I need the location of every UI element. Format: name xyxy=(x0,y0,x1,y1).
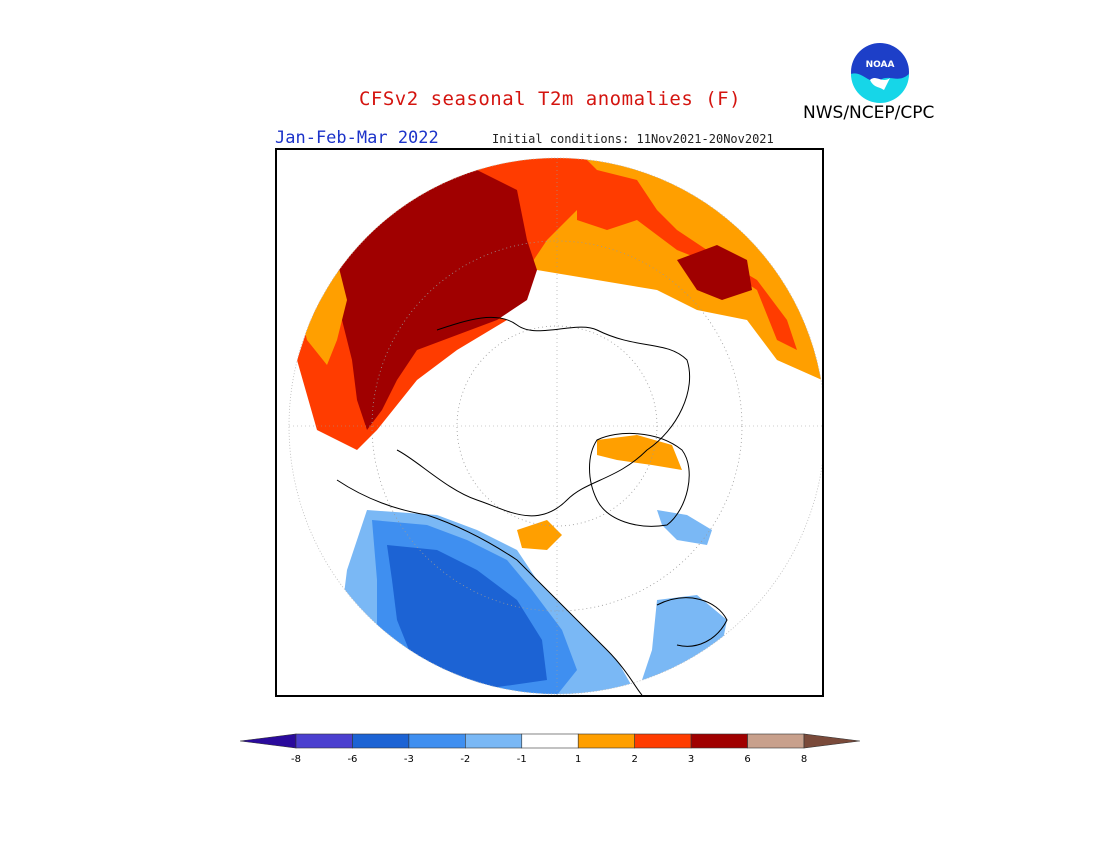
forecast-period: Jan-Feb-Mar 2022 xyxy=(275,128,439,148)
colorbar-swatch xyxy=(408,733,466,749)
anomaly-red-north xyxy=(289,158,797,450)
coastline xyxy=(336,479,643,695)
colorbar-swatch xyxy=(465,733,523,749)
colorbar-tick-label: -3 xyxy=(404,754,414,765)
colorbar-swatch xyxy=(352,733,410,749)
colorbar-tick-label: -6 xyxy=(347,754,357,765)
colorbar-arrow-high xyxy=(803,733,860,749)
map-title: CFSv2 seasonal T2m anomalies (F) xyxy=(358,88,742,110)
color-scale-legend: -8 -6 -3 -2 -1 1 2 3 6 8 xyxy=(240,733,860,765)
anomaly-darkred-east xyxy=(677,245,752,300)
colorbar-tick-label: -1 xyxy=(517,754,527,765)
noaa-logo: NOAA xyxy=(849,41,911,103)
initial-conditions: Initial conditions: 11Nov2021-20Nov2021 xyxy=(492,132,774,146)
coastline xyxy=(656,597,728,647)
colorbar-tick-label: -2 xyxy=(460,754,470,765)
colorbar-swatch xyxy=(295,733,353,749)
anomaly-orange-arctic-islands xyxy=(517,520,562,550)
colorbar-tick-label: 2 xyxy=(631,754,637,765)
colorbar-tick-label: 8 xyxy=(801,754,807,765)
anomaly-lightblue-scandinavia xyxy=(657,510,712,545)
colorbar-tick-label: -8 xyxy=(291,754,301,765)
colorbar-tick-label: 6 xyxy=(744,754,750,765)
colorbar-tick-label: 1 xyxy=(575,754,581,765)
colorbar-arrow-low xyxy=(240,733,297,749)
coastline xyxy=(396,316,691,517)
agency-label: NWS/NCEP/CPC xyxy=(803,103,935,123)
polar-map xyxy=(275,148,824,697)
anomaly-orange-greenland xyxy=(597,435,682,470)
colorbar-swatch xyxy=(747,733,805,749)
colorbar-swatch xyxy=(577,733,635,749)
colorbar-tick-label: 3 xyxy=(688,754,694,765)
map-canvas xyxy=(288,157,822,695)
coastline xyxy=(589,432,690,527)
colorbar-swatch xyxy=(690,733,748,749)
anomaly-darkred-asia xyxy=(337,170,537,430)
noaa-logo-text: NOAA xyxy=(866,60,895,70)
anomaly-darkblue-namerica xyxy=(387,545,547,690)
colorbar-swatch xyxy=(521,733,579,749)
colorbar-swatch xyxy=(634,733,692,749)
map-edge xyxy=(288,157,822,695)
